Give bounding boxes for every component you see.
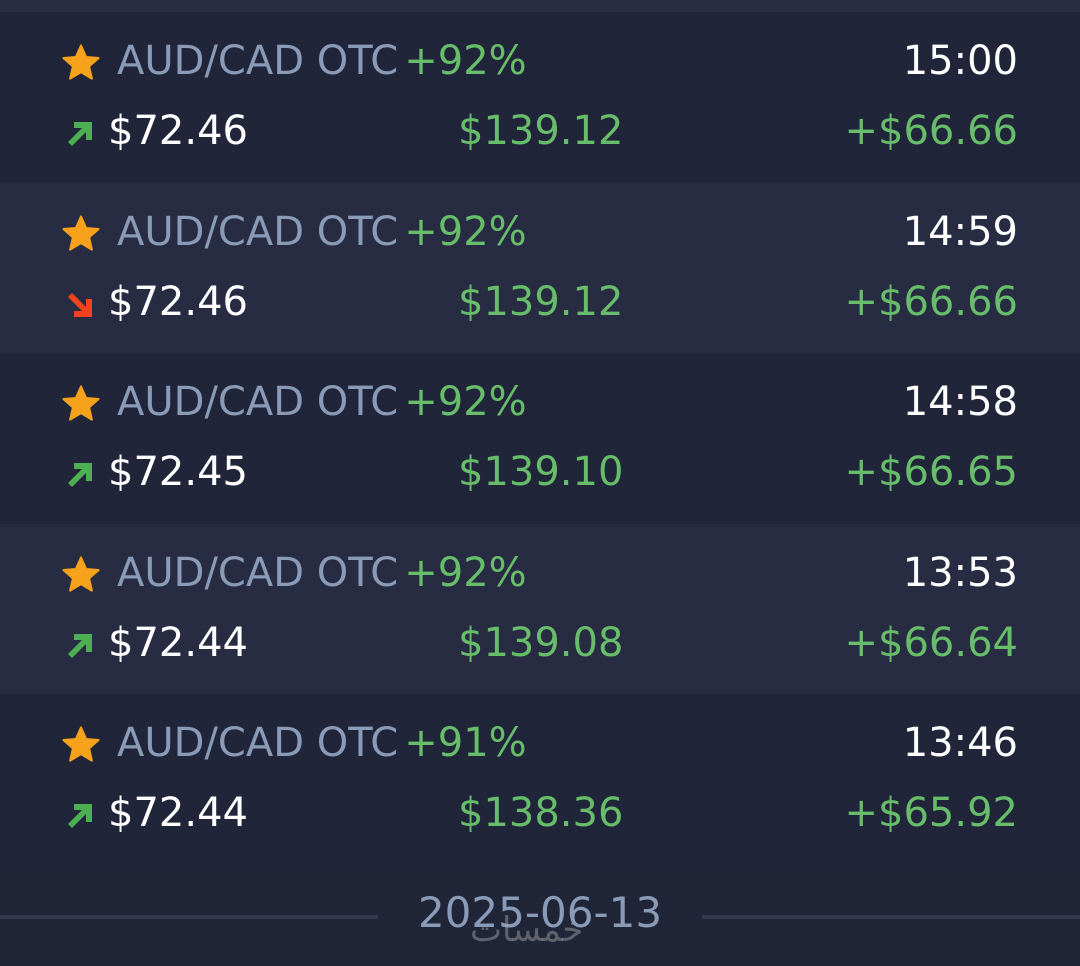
asset-name: AUD/CAD OTC +92% — [117, 38, 527, 84]
date-separator: 2025-06-13 — [0, 888, 1080, 944]
arrow-up-right-icon — [64, 118, 96, 150]
trade-amount: $72.46 — [108, 108, 248, 154]
trade-profit: +$66.64 — [844, 619, 1018, 666]
trade-row[interactable]: AUD/CAD OTC +91% 13:46 $72.44 $138.36 +$6… — [0, 694, 1080, 865]
trade-row[interactable]: AUD/CAD OTC +92% 14:59 $72.46 $139.12 +$6… — [0, 182, 1080, 353]
asset-name: AUD/CAD OTC +92% — [117, 209, 527, 255]
trade-profit: +$65.92 — [844, 790, 1018, 836]
trade-amount: $72.46 — [108, 278, 248, 325]
previous-row-edge — [0, 0, 1080, 12]
trade-profit: +$66.66 — [844, 278, 1018, 325]
trade-profit: +$66.66 — [844, 108, 1018, 154]
trade-history-list: AUD/CAD OTC +92% 15:00 $72.46 $139.12 +$6… — [0, 12, 1080, 865]
payout-percent: +92% — [404, 208, 527, 255]
star-icon[interactable] — [60, 554, 102, 596]
star-icon[interactable] — [60, 724, 102, 766]
payout-percent: +92% — [404, 549, 527, 596]
asset-label: AUD/CAD OTC — [117, 379, 399, 425]
trade-time: 13:46 — [902, 720, 1018, 766]
asset-label: AUD/CAD OTC — [117, 38, 399, 84]
trade-time: 14:58 — [902, 379, 1018, 425]
star-icon[interactable] — [60, 42, 102, 84]
arrow-up-right-icon — [64, 800, 96, 832]
arrow-down-right-icon — [64, 289, 96, 321]
trade-row[interactable]: AUD/CAD OTC +92% 15:00 $72.46 $139.12 +$6… — [0, 12, 1080, 183]
payout-percent: +91% — [404, 720, 527, 766]
trade-row[interactable]: AUD/CAD OTC +92% 13:53 $72.44 $139.08 +$6… — [0, 523, 1080, 694]
trade-time: 15:00 — [902, 38, 1018, 84]
arrow-up-right-icon — [64, 459, 96, 491]
asset-name: AUD/CAD OTC +92% — [117, 550, 527, 596]
divider-left — [0, 915, 378, 919]
trade-profit: +$66.65 — [844, 449, 1018, 495]
star-icon[interactable] — [60, 213, 102, 255]
trade-row[interactable]: AUD/CAD OTC +92% 14:58 $72.45 $139.10 +$6… — [0, 353, 1080, 524]
trade-payout: $139.08 — [458, 619, 624, 666]
trade-payout: $138.36 — [458, 790, 624, 836]
trade-time: 13:53 — [902, 549, 1018, 596]
trade-amount: $72.45 — [108, 449, 248, 495]
asset-name: AUD/CAD OTC +91% — [117, 720, 527, 766]
trade-amount: $72.44 — [108, 790, 248, 836]
asset-label: AUD/CAD OTC — [117, 720, 399, 766]
payout-percent: +92% — [404, 379, 527, 425]
asset-label: AUD/CAD OTC — [117, 549, 399, 596]
trade-payout: $139.12 — [458, 108, 624, 154]
asset-name: AUD/CAD OTC +92% — [117, 379, 527, 425]
trade-time: 14:59 — [902, 208, 1018, 255]
trade-amount: $72.44 — [108, 619, 248, 666]
arrow-up-right-icon — [64, 630, 96, 662]
divider-right — [702, 915, 1080, 919]
asset-label: AUD/CAD OTC — [117, 208, 399, 255]
date-label: 2025-06-13 — [417, 888, 663, 937]
trade-payout: $139.12 — [458, 278, 624, 325]
trade-payout: $139.10 — [458, 449, 624, 495]
star-icon[interactable] — [60, 383, 102, 425]
watermark-logo: خمسات — [470, 910, 584, 950]
payout-percent: +92% — [404, 38, 527, 84]
